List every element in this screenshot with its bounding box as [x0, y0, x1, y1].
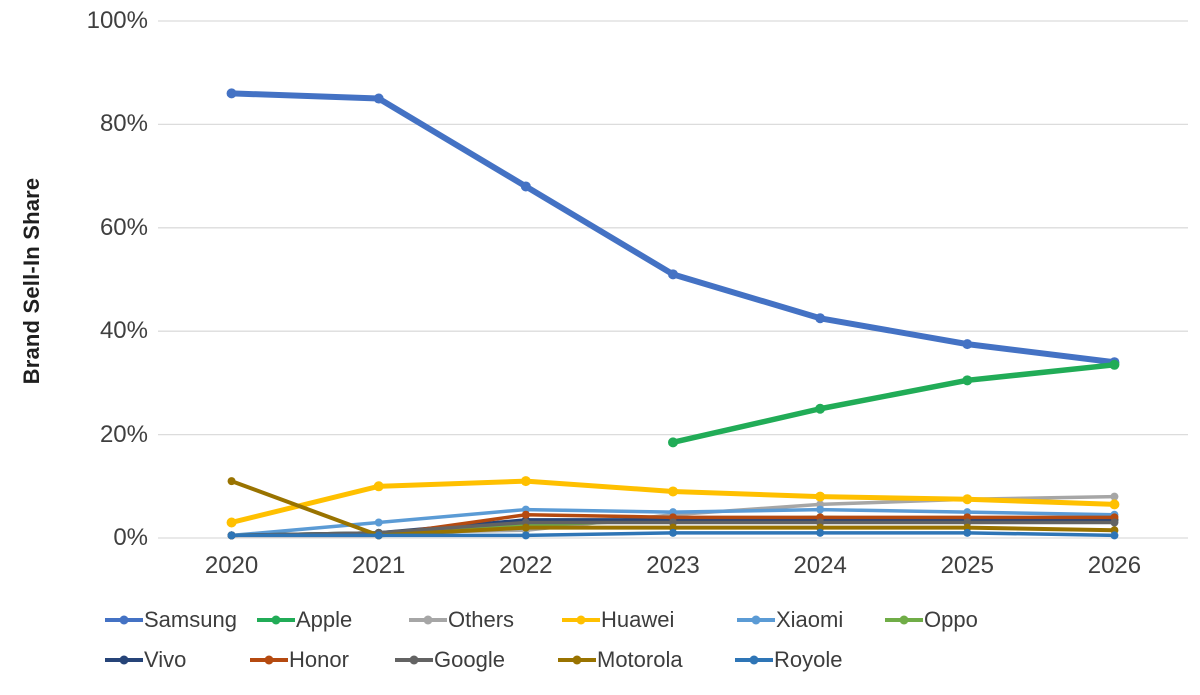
legend-dot-icon: [572, 655, 582, 665]
data-point-xiaomi-2024: [816, 505, 825, 514]
data-point-samsung-2022: [520, 181, 531, 192]
data-point-samsung-2023: [668, 269, 678, 280]
data-point-royole-2023: [669, 528, 677, 537]
legend-line-marker-icon: [562, 615, 600, 625]
data-point-huawei-2021: [373, 481, 384, 492]
legend-row: Samsung Apple Others Huawei Xiaomi Oppo: [105, 605, 1035, 635]
data-point-samsung-2020: [226, 88, 237, 99]
legend-label: Google: [434, 647, 505, 672]
legend-item-xiaomi: Xiaomi: [737, 605, 885, 635]
data-point-apple-2026: [1109, 359, 1120, 370]
legend-item-huawei: Huawei: [562, 605, 737, 635]
legend-label: Apple: [296, 607, 353, 632]
legend-item-apple: Apple: [257, 605, 409, 635]
data-point-huawei-2023: [668, 486, 678, 497]
data-point-others-2026: [1110, 492, 1119, 501]
data-point-apple-2025: [962, 375, 973, 386]
legend-item-vivo: Vivo: [105, 645, 250, 675]
data-point-samsung-2024: [815, 313, 826, 324]
x-tick-label-2024: 2024: [793, 552, 847, 579]
data-point-huawei-2024: [815, 491, 826, 502]
legend-label: Vivo: [144, 647, 187, 672]
data-point-huawei-2025: [962, 494, 973, 505]
legend-dot-icon: [899, 615, 909, 625]
data-point-honor-2022: [521, 510, 530, 519]
legend-line-marker-icon: [737, 615, 775, 625]
data-point-samsung-2021: [373, 93, 384, 104]
y-tick-label: 0%: [113, 524, 148, 551]
x-tick-label-2020: 2020: [204, 552, 259, 579]
legend-dot-icon: [409, 655, 419, 665]
legend-label: Oppo: [924, 607, 978, 632]
data-point-xiaomi-2021: [374, 518, 383, 527]
data-point-royole-2025: [963, 528, 972, 537]
legend-dot-icon: [119, 655, 129, 665]
data-point-google-2026: [1110, 518, 1119, 527]
legend-dot-icon: [749, 655, 759, 665]
data-point-apple-2023: [668, 437, 678, 448]
legend-item-others: Others: [409, 605, 562, 635]
data-point-samsung-2025: [962, 339, 973, 350]
legend-label: Honor: [289, 647, 349, 672]
y-axis-title: Brand Sell-In Share: [19, 177, 44, 385]
data-point-motorola-2022: [521, 523, 530, 532]
data-point-royole-2026: [1110, 531, 1119, 540]
legend-line-marker-icon: [105, 615, 143, 625]
legend-label: Huawei: [601, 607, 675, 632]
legend-item-motorola: Motorola: [558, 645, 735, 675]
legend-label: Samsung: [144, 607, 237, 632]
legend-item-samsung: Samsung: [105, 605, 257, 635]
data-point-royole-2024: [816, 528, 825, 537]
y-tick-label: 60%: [99, 213, 148, 241]
legend-dot-icon: [119, 615, 129, 625]
legend-dot-icon: [264, 655, 274, 665]
legend-item-honor: Honor: [250, 645, 395, 675]
legend-line-marker-icon: [395, 655, 433, 665]
y-tick-label: 20%: [99, 420, 148, 448]
legend-dot-icon: [576, 615, 586, 625]
legend-line-marker-icon: [885, 615, 923, 625]
legend-row: Vivo Honor Google Motorola Royole: [105, 645, 885, 675]
legend-label: Motorola: [597, 647, 683, 672]
data-point-motorola-2020: [227, 477, 236, 486]
legend-label: Xiaomi: [776, 607, 844, 632]
legend-dot-icon: [271, 615, 281, 625]
legend-item-oppo: Oppo: [885, 605, 1035, 635]
x-tick-label-2026: 2026: [1087, 552, 1142, 579]
x-tick-label-2022: 2022: [499, 552, 553, 579]
x-tick-label-2023: 2023: [646, 552, 700, 579]
x-tick-label-2025: 2025: [940, 552, 994, 579]
legend-item-google: Google: [395, 645, 558, 675]
legend-line-marker-icon: [558, 655, 596, 665]
data-point-royole-2021: [374, 531, 383, 540]
legend-line-marker-icon: [409, 615, 447, 625]
legend-dot-icon: [751, 615, 761, 625]
y-tick-label: 40%: [99, 317, 148, 345]
legend-line-marker-icon: [735, 655, 773, 665]
legend-line-marker-icon: [257, 615, 295, 625]
y-tick-label: 80%: [99, 110, 148, 138]
legend-dot-icon: [423, 615, 433, 625]
data-point-royole-2022: [521, 531, 530, 540]
legend-line-marker-icon: [250, 655, 288, 665]
legend-label: Royole: [774, 647, 843, 672]
series-line-apple: [670, 362, 1118, 446]
legend-line-marker-icon: [105, 655, 143, 665]
legend-item-royole: Royole: [735, 645, 885, 675]
y-tick-label: 100%: [86, 7, 148, 34]
data-point-huawei-2020: [226, 517, 237, 528]
legend-label: Others: [448, 607, 515, 632]
x-tick-label-2021: 2021: [352, 552, 406, 579]
data-point-huawei-2022: [520, 476, 531, 487]
data-point-huawei-2026: [1109, 499, 1120, 510]
plot-area: [158, 20, 1188, 540]
data-point-royole-2020: [227, 531, 236, 540]
data-point-apple-2024: [815, 403, 826, 414]
